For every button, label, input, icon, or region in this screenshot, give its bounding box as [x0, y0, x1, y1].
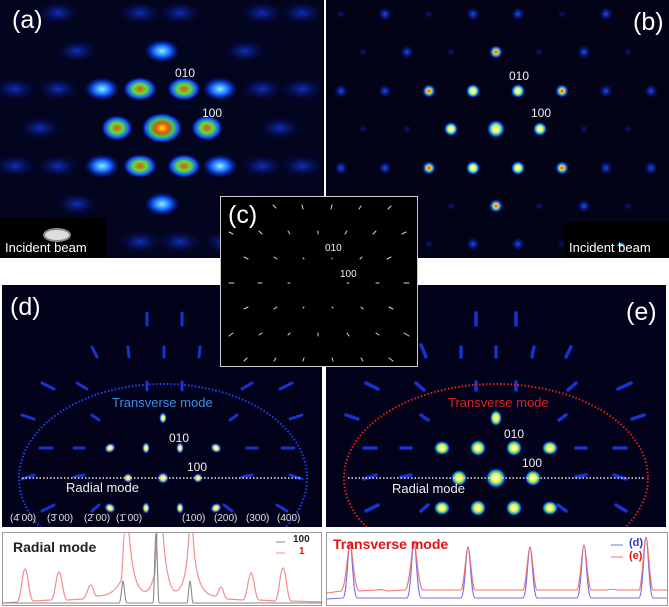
- axis-ticks-d: (4̄ 00) (3̄ 00) (2̄ 00) (1̄ 00) (100) (2…: [10, 513, 320, 527]
- panel-label-e: (e): [626, 298, 657, 326]
- tick-n300: (3̄ 00): [47, 513, 74, 524]
- index-010-d: 010: [169, 431, 190, 445]
- transverse-mode-label-e: Transverse mode: [448, 395, 549, 410]
- incident-beam-spot-icon: [616, 242, 626, 246]
- index-010-e: 010: [504, 427, 525, 441]
- index-010-b: 010: [509, 69, 530, 83]
- index-100-d: 100: [187, 460, 208, 474]
- diffraction-pattern-b: [334, 7, 658, 251]
- panel-d: (d) Transverse mode 010 100 Radial mode …: [2, 285, 322, 527]
- panel-b: (b) 010 100 Incident beam: [326, 0, 669, 258]
- incident-beam-inset-b: Incident beam: [564, 222, 669, 258]
- radial-mode-label-d: Radial mode: [66, 480, 139, 495]
- tick-n100: (1̄ 00): [116, 513, 143, 524]
- diffraction-pattern-e: [343, 311, 649, 527]
- panel-label-c: (c): [228, 201, 258, 229]
- index-010-c: 010: [325, 243, 342, 254]
- tick-n400: (4̄ 00): [10, 513, 37, 524]
- index-100-b: 100: [531, 106, 552, 120]
- tick-n200: (2̄ 00): [84, 513, 111, 524]
- tick-100: (100): [182, 513, 206, 524]
- legend-label-e: (e): [629, 550, 643, 562]
- index-010-a: 010: [175, 66, 196, 80]
- radial-mode-label-e: Radial mode: [392, 481, 465, 496]
- index-100-a: 100: [202, 106, 223, 120]
- transverse-mode-plot: Transverse mode (d) (e): [326, 532, 668, 606]
- legend-label-d: (d): [629, 537, 644, 549]
- index-100-c: 100: [340, 269, 357, 280]
- panel-c: (c) 010 100: [220, 196, 418, 367]
- transverse-mode-label-d: Transverse mode: [112, 395, 213, 410]
- transverse-mode-plot-title: Transverse mode: [333, 536, 449, 552]
- radial-mode-curves: [3, 533, 321, 604]
- radial-mode-plot: Radial mode 100 1: [2, 532, 322, 606]
- tick-400: (400): [277, 513, 301, 524]
- tick-300: (300): [246, 513, 270, 524]
- panel-label-b: (b): [633, 8, 664, 36]
- panel-e: (e) Transverse mode 010 100 Radial mode: [326, 285, 666, 527]
- index-100-e: 100: [522, 456, 543, 470]
- legend-label-100: 100: [293, 534, 310, 545]
- incident-beam-inset-a: Incident beam: [0, 218, 106, 258]
- simulated-pattern-c: [228, 204, 410, 362]
- tick-200: (200): [214, 513, 238, 524]
- radial-mode-plot-title: Radial mode: [13, 539, 97, 555]
- incident-beam-label-b: Incident beam: [569, 240, 651, 255]
- incident-beam-spot-icon: [43, 228, 71, 242]
- panel-label-d: (d): [10, 293, 41, 321]
- panel-label-a: (a): [12, 6, 43, 34]
- incident-beam-label-a: Incident beam: [5, 240, 87, 255]
- legend-label-1: 1: [299, 546, 305, 557]
- transverse-mode-curves: [327, 536, 667, 600]
